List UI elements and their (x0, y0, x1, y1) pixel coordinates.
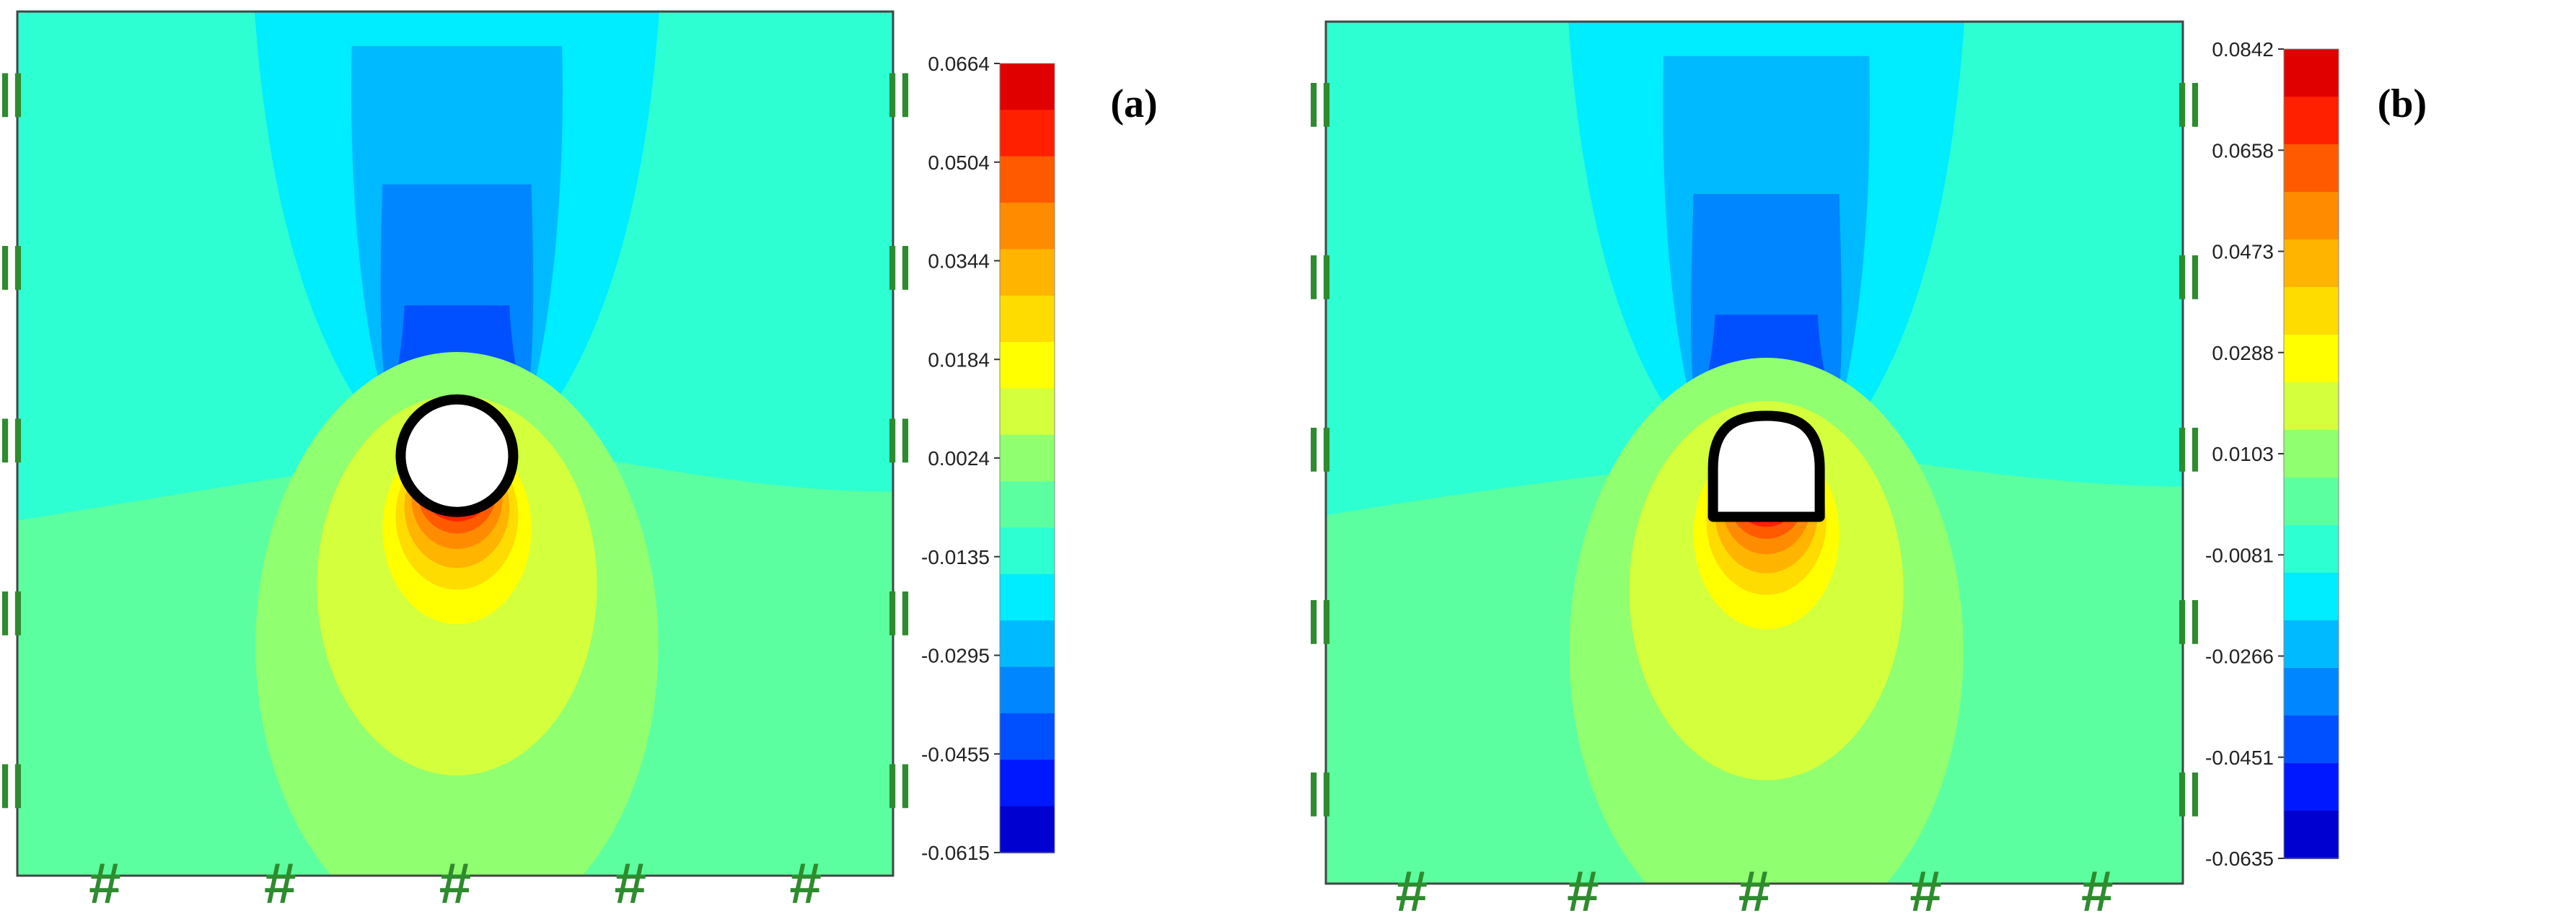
panel-b: || || || || || || || || || || # # # # #0.0842 0.0658 0.0… (1288, 0, 2576, 923)
bottom-fixed-support: # (1909, 859, 1942, 920)
colorbar-swatch (1000, 249, 1055, 296)
left-roller-support: || (0, 756, 25, 809)
colorbar-swatch (1000, 388, 1055, 436)
colorbar-swatch (2284, 382, 2339, 431)
right-roller-support: || (2176, 247, 2202, 300)
contour-plot-b: || |||| |||| |||| |||| ||# # # # #0.08420.06580.0… (1307, 20, 2427, 923)
bottom-fixed-support: # (89, 851, 121, 915)
colorbar-swatch (1000, 295, 1055, 343)
right-roller-support: || (2176, 592, 2202, 645)
colorbar-swatch (1000, 203, 1055, 250)
colorbar-swatch (1000, 806, 1055, 853)
colorbar: 0.0664 0.0504 0.0344 0.0184 0.0024 -0.0135 -0.… (921, 53, 1055, 864)
right-roller-support: || (886, 756, 912, 809)
colorbar-swatch (2284, 335, 2339, 383)
colorbar-swatch (1000, 156, 1055, 204)
right-roller-support: || (886, 410, 912, 463)
colorbar-swatch (2284, 287, 2339, 335)
colorbar-swatch (1000, 110, 1055, 157)
colorbar-tick-label: -0.0266 (2205, 646, 2274, 668)
colorbar-swatch (2284, 811, 2339, 859)
colorbar-swatch (2284, 763, 2339, 811)
colorbar-swatch (2284, 49, 2339, 97)
right-roller-support: || (886, 584, 912, 636)
tunnel-opening (1707, 410, 1825, 522)
panel-label: (a) (1110, 82, 1157, 126)
colorbar-tick-label: 0.0103 (2212, 443, 2274, 465)
bottom-fixed-support: # (2081, 859, 2114, 920)
colorbar-swatch (2284, 430, 2339, 478)
bottom-fixed-support: # (789, 851, 822, 915)
bottom-fixed-support: # (264, 851, 296, 915)
left-roller-support: || (1307, 420, 1333, 472)
bottom-fixed-support: # (439, 851, 472, 915)
left-roller-support: || (1307, 592, 1333, 645)
panel-label: (b) (2378, 82, 2427, 126)
colorbar-swatch (2284, 620, 2339, 669)
bottom-fixed-support: # (615, 851, 647, 915)
tunnel-opening (395, 394, 519, 517)
right-roller-support: || (2176, 75, 2202, 128)
colorbar-tick-label: -0.0451 (2205, 747, 2274, 769)
bottom-fixed-support: # (1396, 859, 1428, 920)
colorbar-swatch (1000, 573, 1055, 622)
contour-plot-a: || |||| |||| |||| |||| ||# # # # #0.06640.05040.0… (0, 10, 1158, 915)
colorbar-tick-label: 0.0184 (928, 348, 990, 371)
colorbar-tick-label: 0.0504 (928, 151, 990, 174)
left-roller-support: || (1307, 765, 1333, 817)
colorbar-swatch (1000, 527, 1055, 575)
colorbar-swatch (2284, 573, 2339, 621)
bottom-fixed-support: # (1738, 859, 1771, 920)
colorbar-tick-label: -0.0635 (2205, 848, 2274, 870)
colorbar-tick-label: -0.0081 (2205, 544, 2274, 566)
colorbar-tick-label: 0.0473 (2212, 241, 2274, 263)
colorbar-tick-label: 0.0288 (2212, 342, 2274, 364)
left-roller-support: || (0, 584, 25, 636)
colorbar-swatch (2284, 716, 2339, 764)
colorbar-swatch (1000, 666, 1055, 714)
colorbar-swatch (1000, 760, 1055, 807)
colorbar-tick-label: 0.0842 (2212, 38, 2274, 61)
colorbar: 0.0842 0.0658 0.0473 0.0288 0.0103 -0.0081 -0.… (2205, 38, 2339, 870)
panel-a: || || || || || || || || || || # # # # #0.0664 0.0504 0.0… (0, 0, 1288, 920)
colorbar-tick-label: -0.0455 (921, 743, 990, 765)
model-border (1324, 20, 2184, 885)
colorbar-swatch (1000, 342, 1055, 390)
left-roller-support: || (1307, 75, 1333, 128)
colorbar-swatch (2284, 144, 2339, 193)
colorbar-tick-label: -0.0615 (921, 842, 990, 864)
left-roller-support: || (0, 237, 25, 290)
colorbar-swatch (1000, 713, 1055, 761)
model-border (16, 10, 894, 877)
colorbar-tick-label: 0.0024 (928, 447, 990, 470)
colorbar-swatch (2284, 192, 2339, 240)
left-roller-support: || (0, 65, 25, 118)
colorbar-swatch (2284, 525, 2339, 573)
colorbar-swatch (1000, 434, 1055, 483)
bottom-fixed-support: # (1567, 859, 1599, 920)
right-roller-support: || (2176, 420, 2202, 472)
colorbar-tick-label: -0.0135 (921, 546, 990, 568)
colorbar-tick-label: -0.0295 (921, 645, 990, 667)
left-roller-support: || (0, 410, 25, 463)
colorbar-tick-label: 0.0658 (2212, 139, 2274, 162)
colorbar-swatch (2284, 97, 2339, 145)
right-roller-support: || (886, 65, 912, 118)
colorbar-swatch (2284, 239, 2339, 288)
colorbar-swatch (2284, 478, 2339, 526)
right-roller-support: || (2176, 765, 2202, 817)
colorbar-swatch (1000, 63, 1055, 111)
colorbar-tick-label: 0.0344 (928, 250, 990, 273)
left-roller-support: || (1307, 247, 1333, 300)
colorbar-swatch (2284, 668, 2339, 716)
colorbar-swatch (1000, 620, 1055, 668)
right-roller-support: || (886, 237, 912, 290)
colorbar-tick-label: 0.0664 (928, 53, 990, 75)
colorbar-swatch (1000, 481, 1055, 529)
